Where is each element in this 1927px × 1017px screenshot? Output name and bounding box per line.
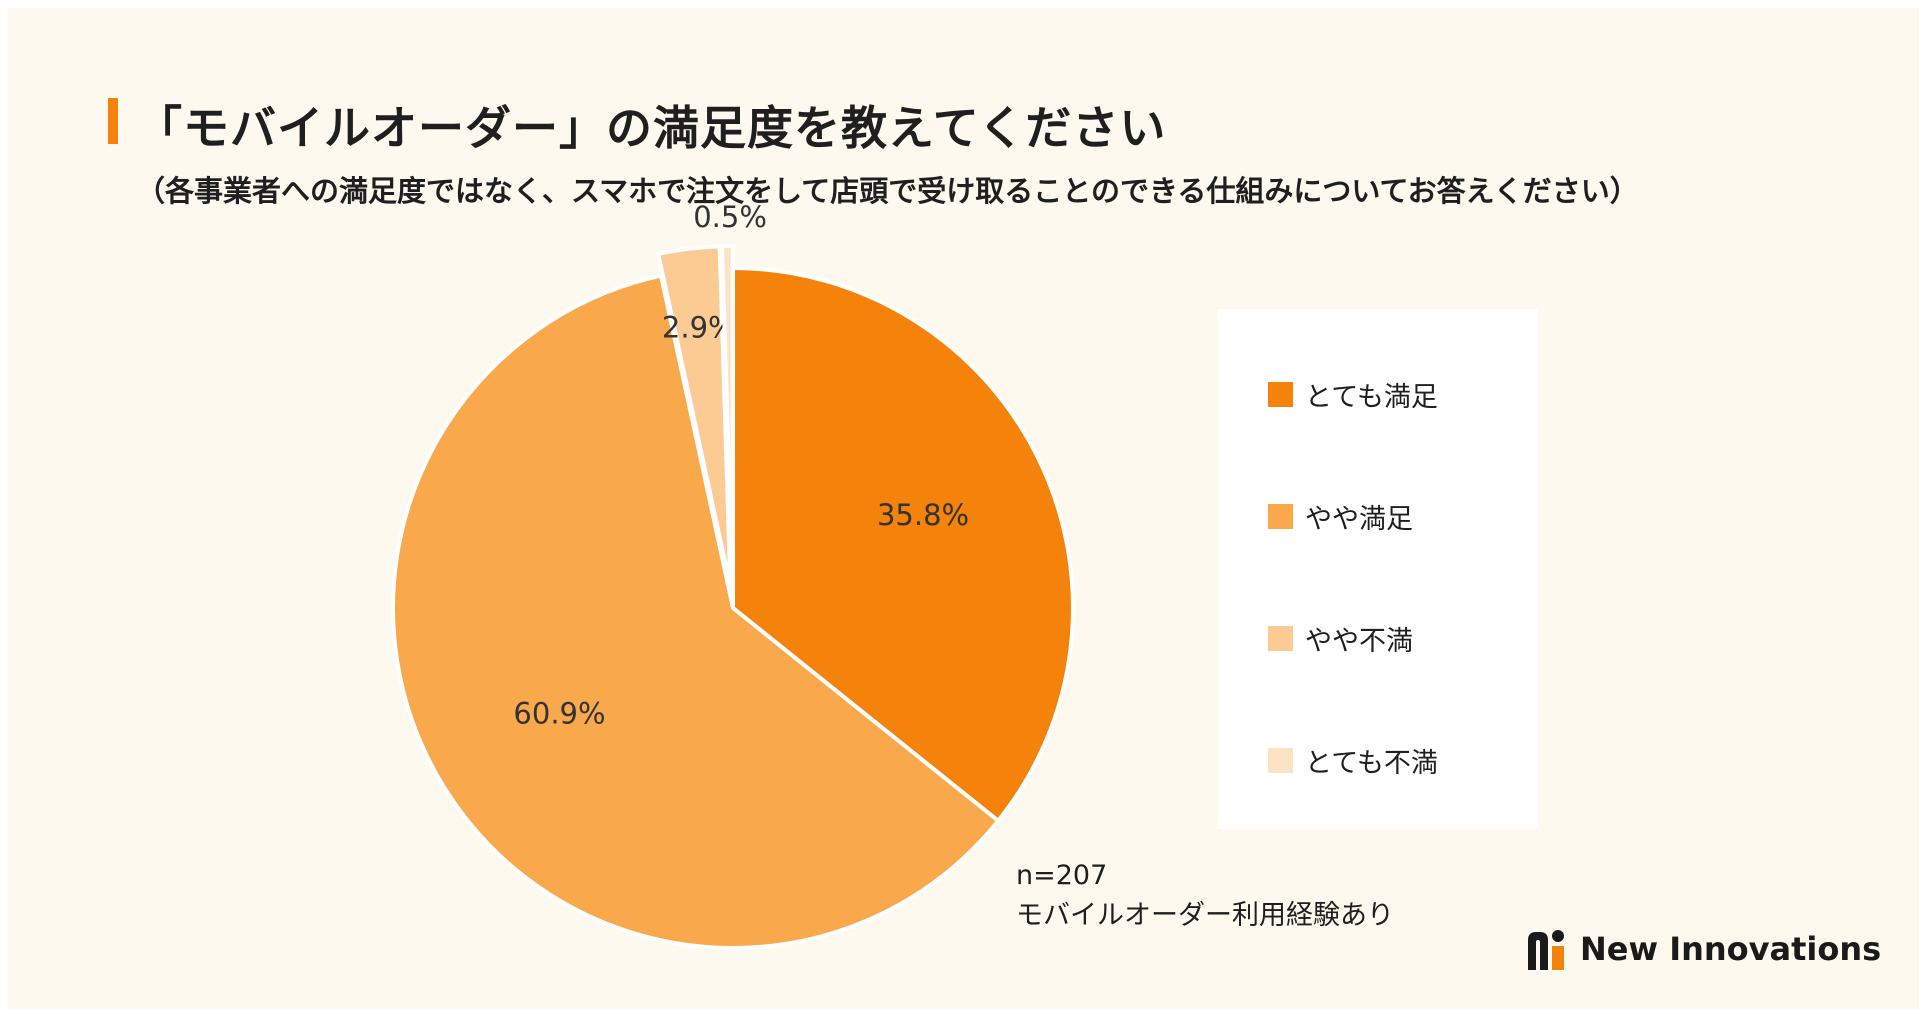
legend-swatch <box>1268 748 1293 773</box>
brand-mark-icon <box>1526 928 1566 970</box>
legend-item-very-satisfied: とても満足 <box>1268 375 1438 414</box>
legend-item-somewhat-dissatisfied: やや不満 <box>1268 619 1413 658</box>
slice-label-0: 35.8% <box>877 498 969 532</box>
sample-note: n=207 モバイルオーダー利用経験あり <box>1016 856 1394 936</box>
brand-logo: New Innovations <box>1526 928 1881 970</box>
title-accent-bar <box>108 98 118 144</box>
legend-label: とても満足 <box>1305 382 1438 413</box>
brand-name: New Innovations <box>1580 930 1882 968</box>
legend-item-somewhat-satisfied: やや満足 <box>1268 497 1413 536</box>
chart-title: 「モバイルオーダー」の満足度を教えてください <box>136 101 1167 155</box>
chart-frame: 「モバイルオーダー」の満足度を教えてください （各事業者への満足度ではなく、スマ… <box>8 8 1919 1009</box>
legend-swatch <box>1268 382 1293 407</box>
legend-swatch <box>1268 626 1293 651</box>
slice-label-1: 60.9% <box>513 696 605 730</box>
pie-slice-1 <box>391 273 1001 950</box>
legend-label: やや満足 <box>1305 504 1413 535</box>
sample-population: モバイルオーダー利用経験あり <box>1016 900 1394 931</box>
chart-subtitle: （各事業者への満足度ではなく、スマホで注文をして店頭で受け取ることのできる仕組み… <box>136 174 1639 208</box>
legend-item-very-dissatisfied: とても不満 <box>1268 741 1438 780</box>
slice-label-3: 0.5% <box>693 200 767 234</box>
legend-label: とても不満 <box>1305 748 1438 779</box>
pie-slice-0 <box>731 266 1075 823</box>
legend-label: やや不満 <box>1305 626 1413 657</box>
legend: とても満足 やや満足 やや不満 とても不満 <box>1218 309 1538 829</box>
pie-slice-3 <box>719 244 735 589</box>
pie-slice-2 <box>656 244 733 589</box>
pie-chart: 35.8%60.9%2.9%0.5% <box>391 200 1075 950</box>
sample-size: n=207 <box>1016 860 1108 891</box>
legend-swatch <box>1268 504 1293 529</box>
